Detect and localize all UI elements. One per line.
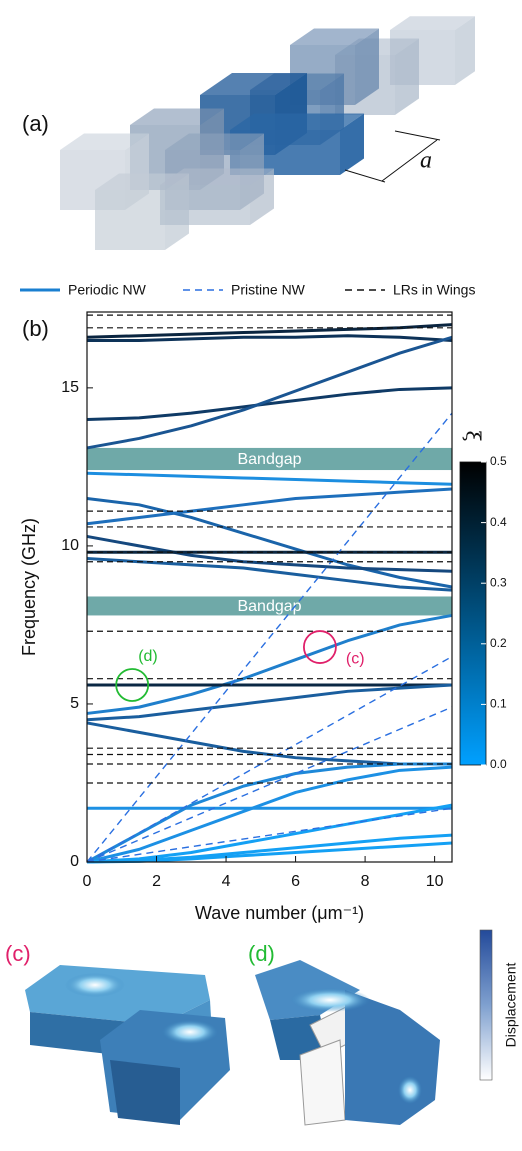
periodic-band [86, 487, 453, 526]
block-side [250, 168, 274, 225]
legend: Periodic NW Pristine NW LRs in Wings [20, 282, 475, 298]
bandgap [87, 447, 452, 471]
block-side [355, 28, 379, 105]
block-front [160, 185, 250, 225]
legend-label: Pristine NW [231, 282, 306, 298]
y-tick-label: 10 [61, 537, 79, 554]
x-tick-label: 2 [152, 873, 161, 890]
periodic-band [87, 334, 453, 342]
periodic-band [86, 386, 453, 421]
colorbar-label: Displacement [503, 962, 519, 1047]
colorbar-tick-label: 0.5 [490, 454, 507, 468]
displacement-colorbar [479, 929, 493, 1081]
block-side [340, 113, 364, 175]
periodic-band [86, 683, 453, 722]
block-top [230, 113, 364, 130]
block-side [455, 16, 475, 85]
mode-shape-c [25, 965, 230, 1125]
x-tick-label: 10 [426, 873, 444, 890]
bandgap-label: Bandgap [237, 598, 301, 615]
periodic-band [86, 841, 453, 864]
colorbar-tick-label: 0.4 [490, 515, 507, 529]
dim-tick [344, 169, 386, 183]
periodic-band [86, 335, 453, 450]
annotation-label: (c) [346, 650, 365, 667]
panel-label: (a) [22, 111, 49, 136]
nanowire-model [60, 16, 475, 250]
annotation-circle [303, 630, 337, 664]
pristine-band [86, 706, 453, 863]
periodic-band [86, 721, 452, 766]
x-tick-label: 4 [222, 873, 231, 890]
colorbar-tick-label: 0.1 [490, 697, 507, 711]
block-top [60, 133, 149, 150]
periodic-band [86, 765, 453, 864]
annotation-circle [115, 668, 150, 702]
dim-tick [394, 130, 441, 141]
x-tick-label: 0 [83, 873, 92, 890]
mode-shape-d [255, 960, 440, 1126]
colorbar-label: ξ [462, 430, 486, 441]
periodic-band [86, 613, 453, 715]
block-top [200, 73, 307, 95]
block-top [390, 16, 475, 30]
band-diagram: (b) Bandgap Bandgap (c) (d) 0 2 4 6 8 10 0 5 10 15 Wave… [19, 311, 507, 923]
panel-label: (c) [5, 941, 31, 966]
y-tick-label: 5 [70, 695, 79, 712]
legend-label: LRs in Wings [393, 282, 475, 298]
pristine-band [86, 655, 453, 863]
colorbar-tick-label: 0.2 [490, 636, 507, 650]
block-top [130, 108, 224, 125]
x-tick-label: 8 [361, 873, 370, 890]
y-axis-title: Frequency (GHz) [19, 518, 39, 656]
y-tick-label: 15 [61, 379, 79, 396]
y-tick-label: 0 [70, 853, 79, 870]
bandgap [87, 596, 452, 616]
plot-frame [86, 311, 453, 863]
block-top [290, 28, 379, 45]
panel-label: (d) [248, 941, 275, 966]
x-tick-label: 6 [291, 873, 300, 890]
block-front [95, 190, 165, 250]
periodic-band [86, 803, 453, 864]
periodic-band [86, 497, 453, 589]
dimension-label: a [420, 148, 432, 174]
pristine-band [86, 412, 453, 863]
annotation-label: (d) [138, 648, 158, 665]
block-top [165, 133, 264, 150]
periodic-band [86, 471, 453, 486]
block-side [395, 38, 419, 115]
colorbar-tick-label: 0.0 [490, 757, 507, 771]
pristine-band [86, 807, 453, 863]
bandgap-label: Bandgap [237, 451, 301, 468]
colorbar-tick-label: 0.3 [490, 575, 507, 589]
legend-label: Periodic NW [68, 282, 147, 298]
colorbar [459, 461, 487, 766]
periodic-band [86, 323, 453, 339]
x-axis-title: Wave number (μm⁻¹) [195, 903, 364, 923]
periodic-band [86, 534, 453, 573]
dim-arrow [381, 139, 438, 182]
block-top [160, 168, 274, 185]
panel-label: (b) [22, 316, 49, 341]
